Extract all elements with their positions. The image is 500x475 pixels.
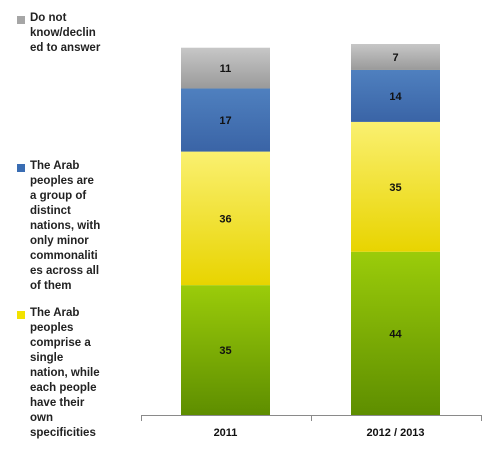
bar-single-nation-1 [351,251,440,415]
bar-single-nation-0 [181,285,270,415]
data-label-distinct-nations-1: 35 [389,182,401,194]
data-label-dont-know-0: 17 [219,115,231,127]
legend-swatch-distinct-nations [17,164,25,172]
legend-label-distinct-nations: The Arab peoples are a group of distinct… [30,160,101,292]
data-label-dont-know-1: 14 [389,91,402,103]
x-tick-label-0: 2011 [214,427,238,439]
bar-distinct-nations-0 [181,151,270,286]
bar-dont-know-0 [181,88,270,152]
legend-swatch-single-nation [17,311,25,319]
legend-swatch-dont-know [17,16,25,24]
data-label-dont-know-grey-0: 11 [220,63,232,75]
legend-label-dont-know: Do not know/declin ed to answer [30,12,101,54]
bar-dont-know-grey-0 [181,47,270,89]
x-tick-label-1: 2012 / 2013 [366,427,424,439]
data-label-single-nation-0: 35 [219,345,231,357]
bar-distinct-nations-1 [351,121,440,252]
data-label-distinct-nations-0: 36 [219,213,231,225]
data-label-single-nation-1: 44 [389,328,402,340]
bar-dont-know-1 [351,69,440,122]
legend-label-single-nation: The Arab peoples comprise a single natio… [30,307,100,439]
data-label-dont-know-grey-1: 7 [392,52,398,64]
bar-dont-know-grey-1 [351,44,440,70]
